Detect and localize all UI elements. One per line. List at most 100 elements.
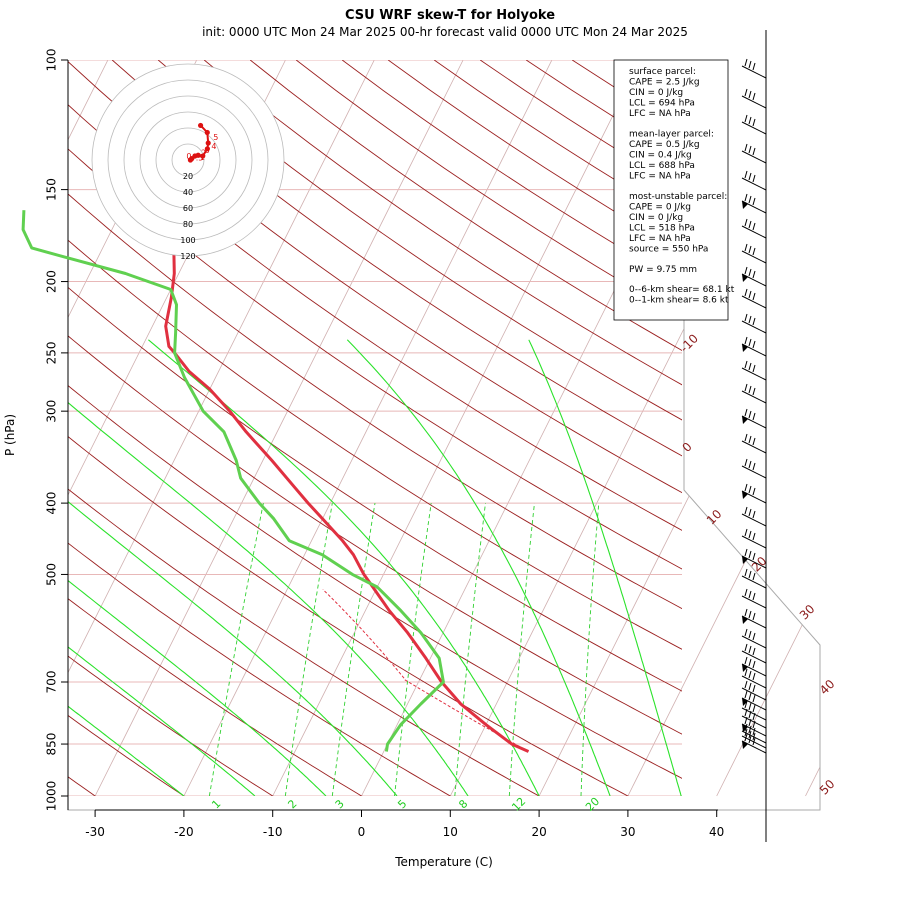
wind-barb — [741, 588, 767, 609]
hodograph-ring — [107, 79, 269, 241]
wind-barb-flag — [744, 360, 748, 369]
wind-barb — [741, 288, 767, 309]
info-line: LFC = NA hPa — [629, 234, 691, 244]
info-line: mean-layer parcel: — [629, 130, 714, 140]
wind-barb-flag — [744, 193, 748, 202]
dry-adiabat — [68, 286, 682, 692]
moist-adiabat — [68, 501, 398, 796]
wind-barb-staff — [741, 687, 767, 701]
wind-barb — [741, 608, 767, 629]
hodograph-point-label: 1 — [200, 153, 205, 162]
mixing-ratio-label: 5 — [395, 797, 409, 811]
hodograph-ring-label: 40 — [183, 188, 193, 197]
wind-barb-pennant — [742, 698, 748, 706]
isotherm-line — [272, 60, 642, 797]
isotherm-line — [716, 60, 820, 797]
mixing-ratio-line — [508, 503, 535, 796]
wind-barb — [741, 668, 767, 689]
mixing-ratio-label: 20 — [583, 795, 602, 814]
dry-adiabats — [68, 60, 682, 796]
wind-barb-flag — [752, 552, 756, 561]
wind-barb-staff — [741, 535, 767, 549]
wind-barb-flag — [748, 590, 752, 599]
dry-adiabat — [203, 60, 682, 386]
wind-barb-flag — [744, 288, 748, 297]
wind-barb-flag — [744, 218, 748, 227]
moist-adiabat — [528, 339, 682, 796]
wind-barb-flag — [748, 116, 752, 125]
wind-barb-flag — [752, 364, 756, 373]
wind-barb-flag — [748, 268, 752, 277]
info-line: surface parcel: — [629, 67, 696, 77]
wind-barb-flag — [752, 712, 756, 721]
wind-barb-staff — [741, 367, 767, 381]
wind-barb-flag — [748, 410, 752, 419]
wind-barb-staff — [741, 575, 767, 589]
moist-adiabat — [68, 401, 469, 796]
wind-barb-flag — [752, 462, 756, 471]
wind-barb-flag — [748, 710, 752, 719]
isotherm-line — [94, 60, 464, 797]
wind-barb — [741, 548, 767, 569]
wind-barb-flag — [744, 528, 748, 537]
wind-barb-pennant — [742, 664, 748, 672]
dry-adiabat — [111, 60, 682, 457]
isotherm-line — [894, 60, 900, 796]
wind-barb-pennant — [742, 491, 748, 499]
mixing-ratio-line — [394, 503, 432, 796]
wind-barb — [741, 193, 767, 214]
wind-barb — [741, 568, 767, 589]
wind-barb — [741, 170, 767, 191]
x-tick-label: 10 — [443, 825, 458, 839]
wind-barb-flag — [752, 720, 756, 729]
wind-barb-flag — [744, 568, 748, 577]
wind-barb-pennant — [742, 724, 748, 732]
info-line: LCL = 694 hPa — [629, 99, 695, 109]
wind-barb — [741, 483, 767, 504]
wind-barb-flag — [744, 143, 748, 152]
mixing-ratio-line — [284, 503, 333, 796]
wind-barb-flag — [748, 195, 752, 204]
dry-adiabat — [68, 239, 682, 650]
y-axis: 100 150 200 250 300 400 500 700 850 1000 — [45, 49, 69, 811]
wind-barb-flag — [752, 92, 756, 101]
info-line: LCL = 518 hPa — [629, 224, 695, 234]
x-tick-label: -10 — [263, 825, 283, 839]
info-shear: 0--1-km shear= 8.6 kt — [629, 296, 729, 306]
wind-barb-column — [741, 30, 767, 842]
wind-barb-staff — [741, 650, 767, 664]
isotherm-labels: -1001020304050 — [677, 331, 837, 797]
wind-barb — [741, 643, 767, 664]
wind-barb-flag — [752, 487, 756, 496]
x-tick-label: 0 — [358, 825, 366, 839]
wind-barb-pennant — [742, 741, 748, 749]
wind-barb-staff — [741, 707, 767, 721]
wind-barb — [741, 360, 767, 381]
wind-barb-flag — [752, 672, 756, 681]
hodograph-ring-label: 120 — [180, 252, 195, 261]
wind-barb-flag — [748, 730, 752, 739]
info-shear: 0--6-km shear= 68.1 kt — [629, 285, 735, 295]
wind-barb-flag — [748, 670, 752, 679]
chart-title: CSU WRF skew-T for Holyoke — [345, 8, 555, 23]
moist-adiabat — [346, 339, 611, 796]
isotherm-line — [68, 60, 375, 797]
dry-adiabat — [157, 60, 682, 421]
hodograph-ring-label: 60 — [183, 204, 193, 213]
wind-barb — [741, 313, 767, 334]
y-tick-label: 500 — [45, 563, 59, 586]
y-tick-label: 300 — [45, 400, 59, 423]
dry-adiabat — [295, 60, 682, 318]
mixing-ratio-lines — [208, 503, 600, 796]
wind-barb-flag — [744, 700, 748, 709]
dry-adiabat — [68, 61, 682, 494]
wind-barb — [741, 88, 767, 109]
moist-adiabats — [68, 339, 682, 796]
x-tick-label: 30 — [620, 825, 635, 839]
chart-subtitle: init: 0000 UTC Mon 24 Mar 2025 00-hr for… — [202, 25, 688, 39]
wind-barb-flag — [748, 290, 752, 299]
wind-barb-flag — [744, 313, 748, 322]
wind-barb-flag — [744, 483, 748, 492]
wind-barb-flag — [744, 336, 748, 345]
wind-barb-flag — [752, 727, 756, 736]
